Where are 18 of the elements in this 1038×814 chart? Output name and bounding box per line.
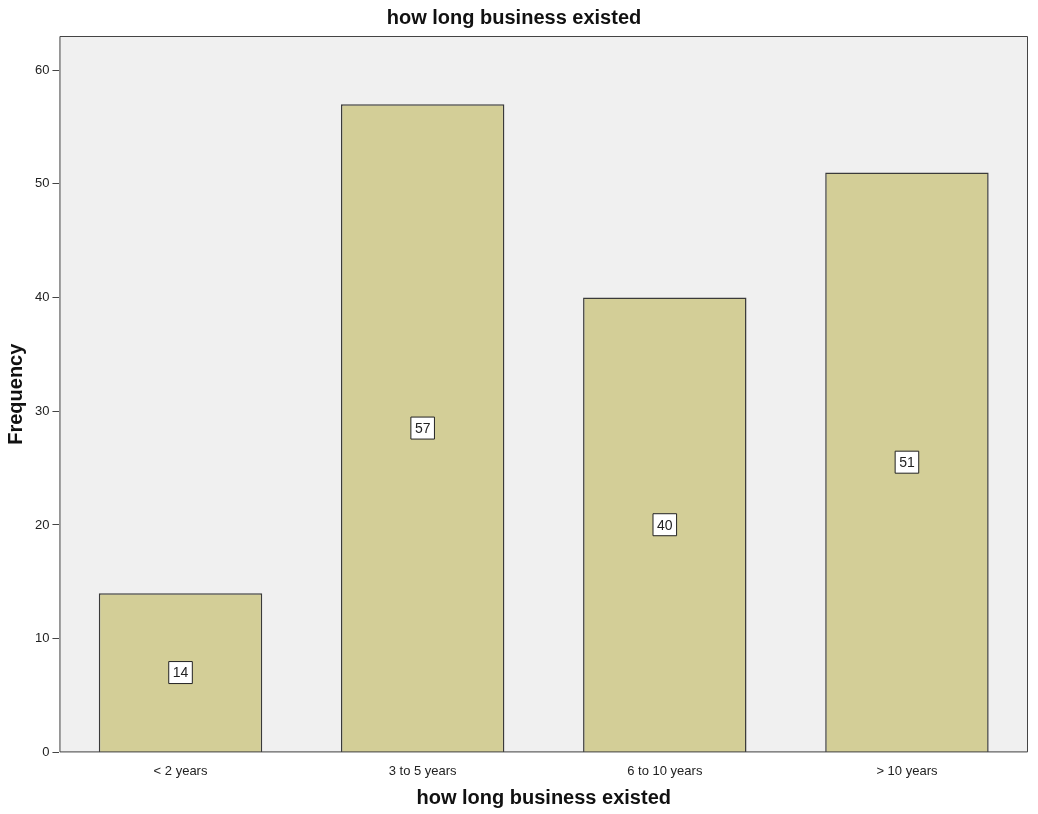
y-tick-label: 60 xyxy=(34,61,50,77)
y-tick-label: 10 xyxy=(34,630,50,646)
y-tick-label: 20 xyxy=(34,516,50,532)
x-axis-title: how long business existed xyxy=(416,785,671,808)
y-tick-label: 0 xyxy=(42,743,50,759)
data-label: 51 xyxy=(899,454,915,471)
y-tick-label: 50 xyxy=(34,175,50,191)
data-label: 14 xyxy=(172,664,189,681)
y-tick-label: 30 xyxy=(34,402,50,418)
y-tick-label: 40 xyxy=(34,289,50,305)
chart-title: how long business existed xyxy=(386,5,642,28)
data-label: 40 xyxy=(657,516,673,533)
x-tick-label: 3 to 5 years xyxy=(388,762,458,778)
x-tick-label: < 2 years xyxy=(153,762,208,778)
x-tick-label: > 10 years xyxy=(876,762,938,778)
y-axis-title: Frequency xyxy=(3,342,26,445)
x-tick-label: 6 to 10 years xyxy=(627,762,703,778)
data-label: 57 xyxy=(414,419,431,436)
